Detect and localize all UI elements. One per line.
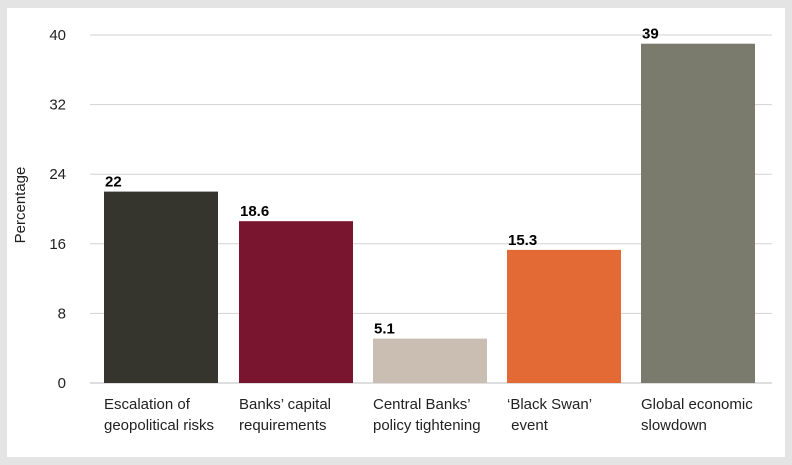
value-labels: 22 18.6 5.1 15.3 39 bbox=[105, 26, 659, 338]
bar bbox=[239, 221, 353, 383]
y-tick-label: 24 bbox=[49, 166, 66, 183]
bar-value-label: 22 bbox=[105, 174, 122, 191]
bar-value-label: 15.3 bbox=[508, 232, 537, 249]
category-label: Global economic slowdown bbox=[641, 396, 753, 434]
bar-value-label: 18.6 bbox=[240, 203, 269, 220]
bars bbox=[104, 43, 755, 383]
y-tick-label: 16 bbox=[49, 236, 66, 253]
category-label: ‘Black Swan’ event bbox=[507, 396, 592, 434]
bar-value-label: 39 bbox=[642, 26, 659, 43]
bar bbox=[104, 191, 218, 383]
category-label: Central Banks’ policy tightening bbox=[373, 396, 481, 434]
y-tick-label: 8 bbox=[58, 305, 66, 322]
chart-panel: Percentage 0 8 16 24 32 40 22 18.6 5.1 15.3 39 Es… bbox=[7, 8, 785, 457]
category-labels: Escalation of geopolitical risks Banks’ ca… bbox=[104, 396, 753, 434]
category-label: Banks’ capital requirements bbox=[239, 396, 331, 434]
bar bbox=[373, 338, 487, 383]
y-axis-title: Percentage bbox=[12, 167, 29, 244]
y-tick-label: 32 bbox=[49, 97, 66, 114]
y-tick-label: 40 bbox=[49, 27, 66, 44]
bar bbox=[507, 249, 621, 383]
y-tick-label: 0 bbox=[58, 375, 66, 392]
category-label: Escalation of geopolitical risks bbox=[104, 396, 214, 434]
bar bbox=[641, 43, 755, 383]
bar-chart: Percentage 0 8 16 24 32 40 22 18.6 5.1 15.3 39 Es… bbox=[12, 26, 772, 434]
bar-value-label: 5.1 bbox=[374, 321, 395, 338]
y-tick-labels: 0 8 16 24 32 40 bbox=[49, 27, 66, 392]
